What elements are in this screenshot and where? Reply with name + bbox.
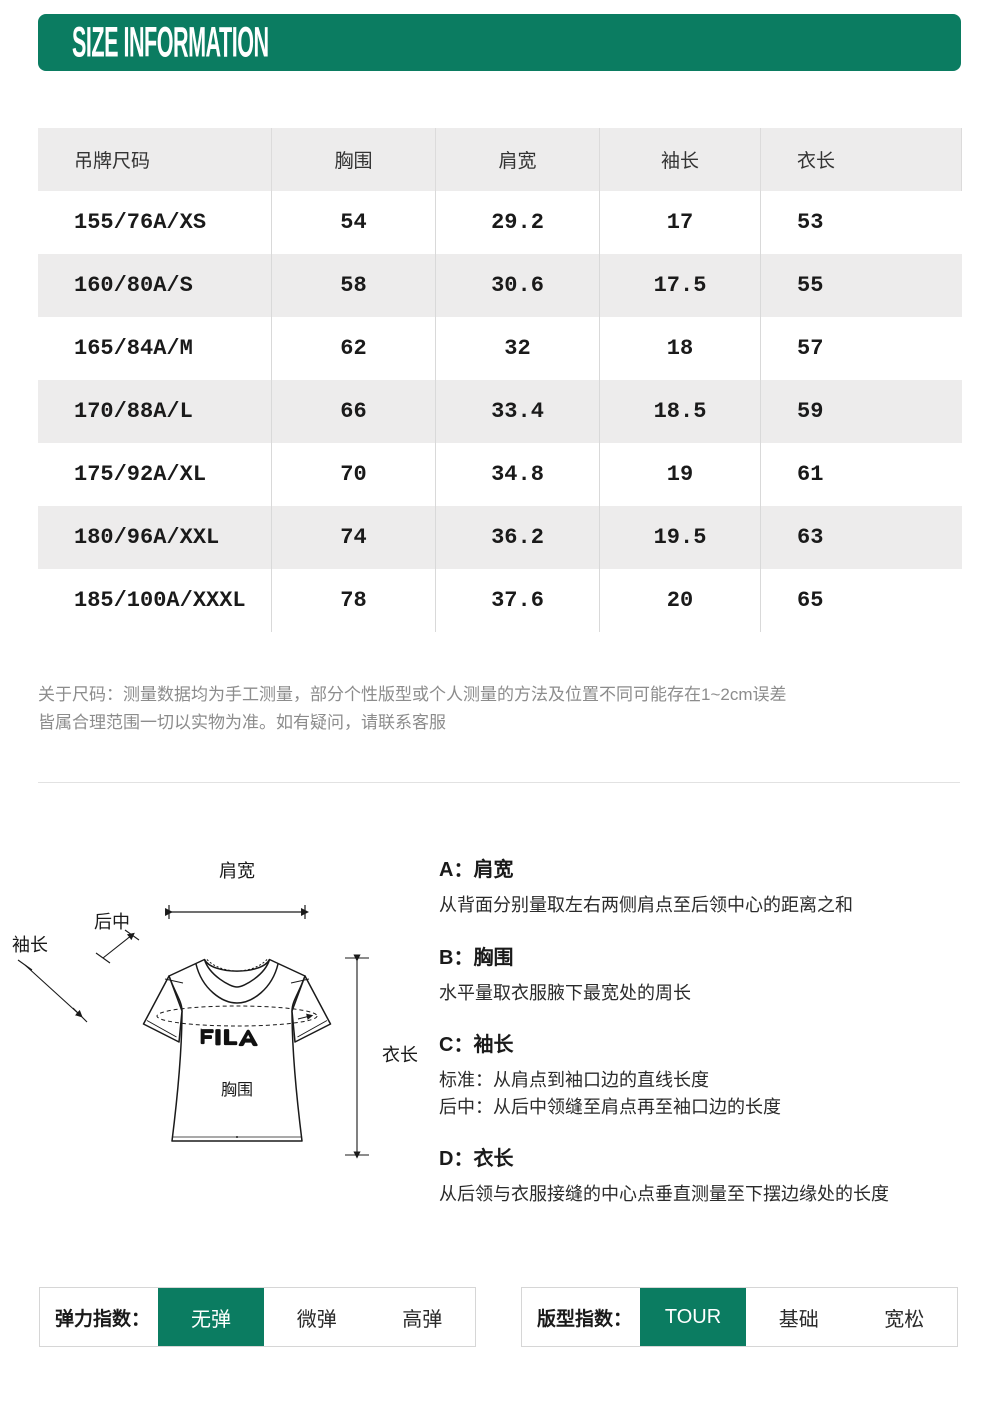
svg-text:胸围: 胸围 [221,1081,253,1099]
svg-text:肩宽: 肩宽 [219,861,255,881]
svg-text:袖长: 袖长 [12,935,48,955]
svg-text:后中: 后中 [94,912,130,932]
svg-text:衣长: 衣长 [382,1045,418,1065]
